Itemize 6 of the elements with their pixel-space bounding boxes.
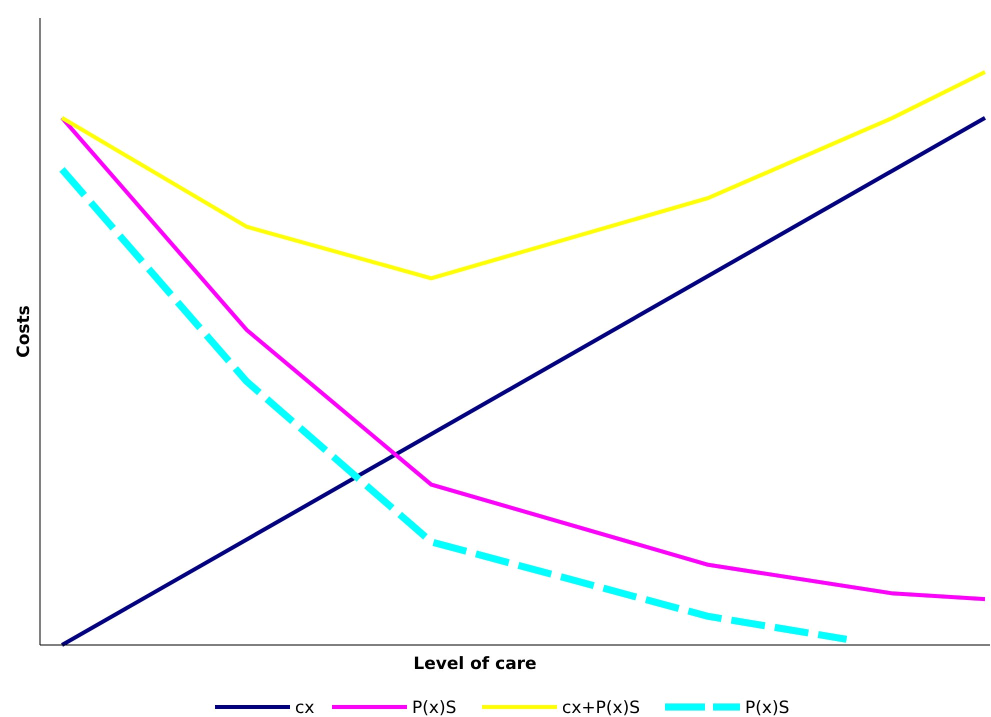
y-axis-title: Costs <box>14 305 34 358</box>
legend-label: P(x)S <box>745 698 790 717</box>
legend-label: cx <box>295 698 314 717</box>
legend-label: cx+P(x)S <box>562 698 640 717</box>
x-axis-title: Level of care <box>413 654 537 674</box>
legend-label: P(x)S <box>412 698 456 717</box>
